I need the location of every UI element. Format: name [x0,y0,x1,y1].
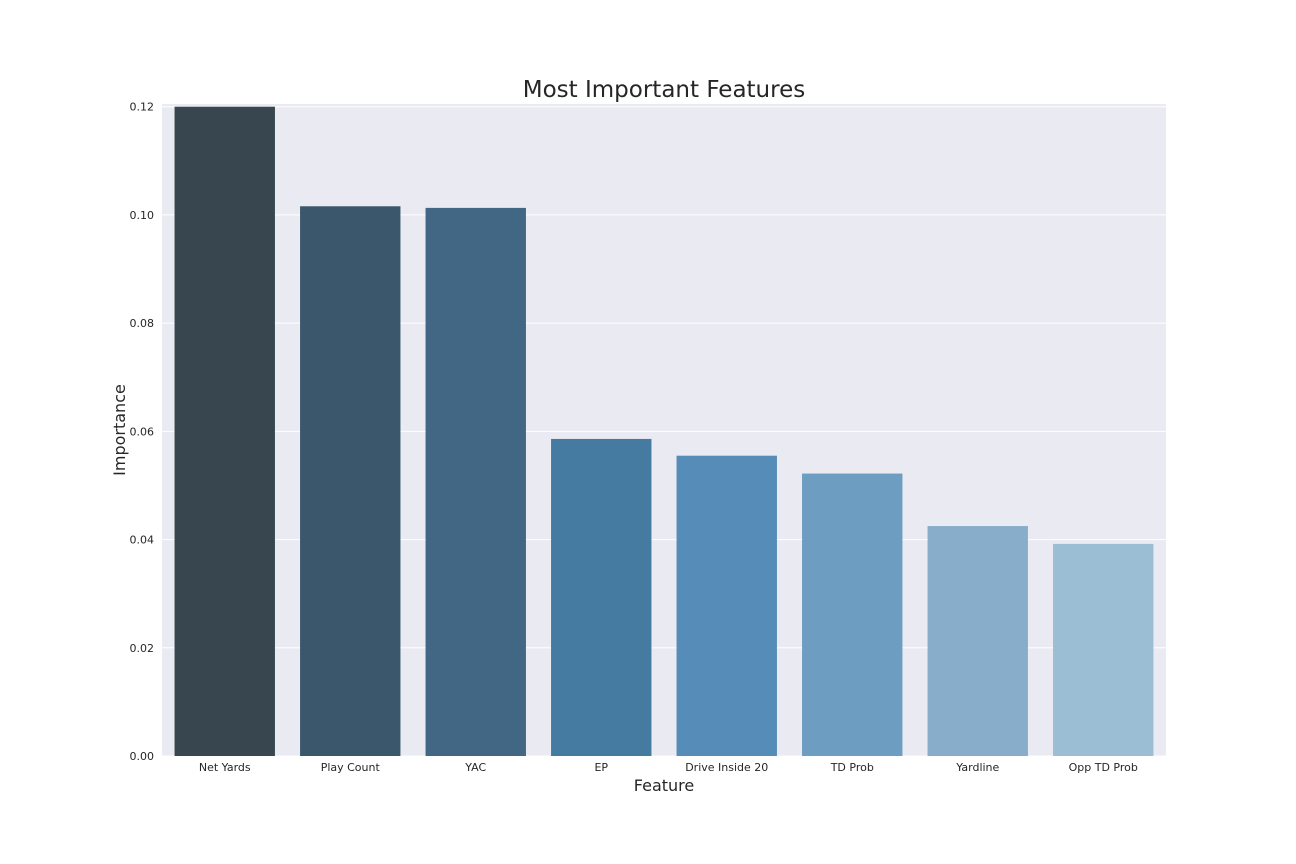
y-tick-label: 0.04 [130,534,155,547]
bar-td-prob [802,473,903,756]
bar-net-yards [174,106,275,757]
y-tick-labels: 0.00 0.02 0.04 0.06 0.08 0.10 0.12 [130,101,155,763]
x-tick-label: Net Yards [199,761,251,774]
y-tick-label: 0.02 [130,642,155,655]
chart-title: Most Important Features [523,77,805,103]
y-tick-label: 0.10 [130,209,155,222]
y-tick-label: 0.00 [130,750,155,763]
x-tick-label: Yardline [955,761,999,774]
y-tick-label: 0.12 [130,101,155,114]
bar-yardline [927,526,1028,756]
x-tick-label: TD Prob [830,761,874,774]
x-tick-label: Play Count [321,761,381,774]
bar-yac [425,207,526,756]
bar-drive-inside-20 [676,455,777,756]
y-tick-label: 0.08 [130,317,155,330]
y-axis-title: Importance [110,384,129,476]
x-axis-title: Feature [634,776,694,795]
bar-play-count [300,206,401,756]
bars [174,106,1154,757]
bar-opp-td-prob [1053,543,1154,756]
x-tick-labels: Net Yards Play Count YAC EP Drive Inside 20 T… [199,761,1138,774]
x-tick-label: Opp TD Prob [1069,761,1138,774]
x-tick-label: EP [594,761,608,774]
x-tick-label: Drive Inside 20 [685,761,768,774]
y-tick-label: 0.06 [130,425,155,438]
bar-ep [551,438,652,756]
x-tick-label: YAC [464,761,486,774]
